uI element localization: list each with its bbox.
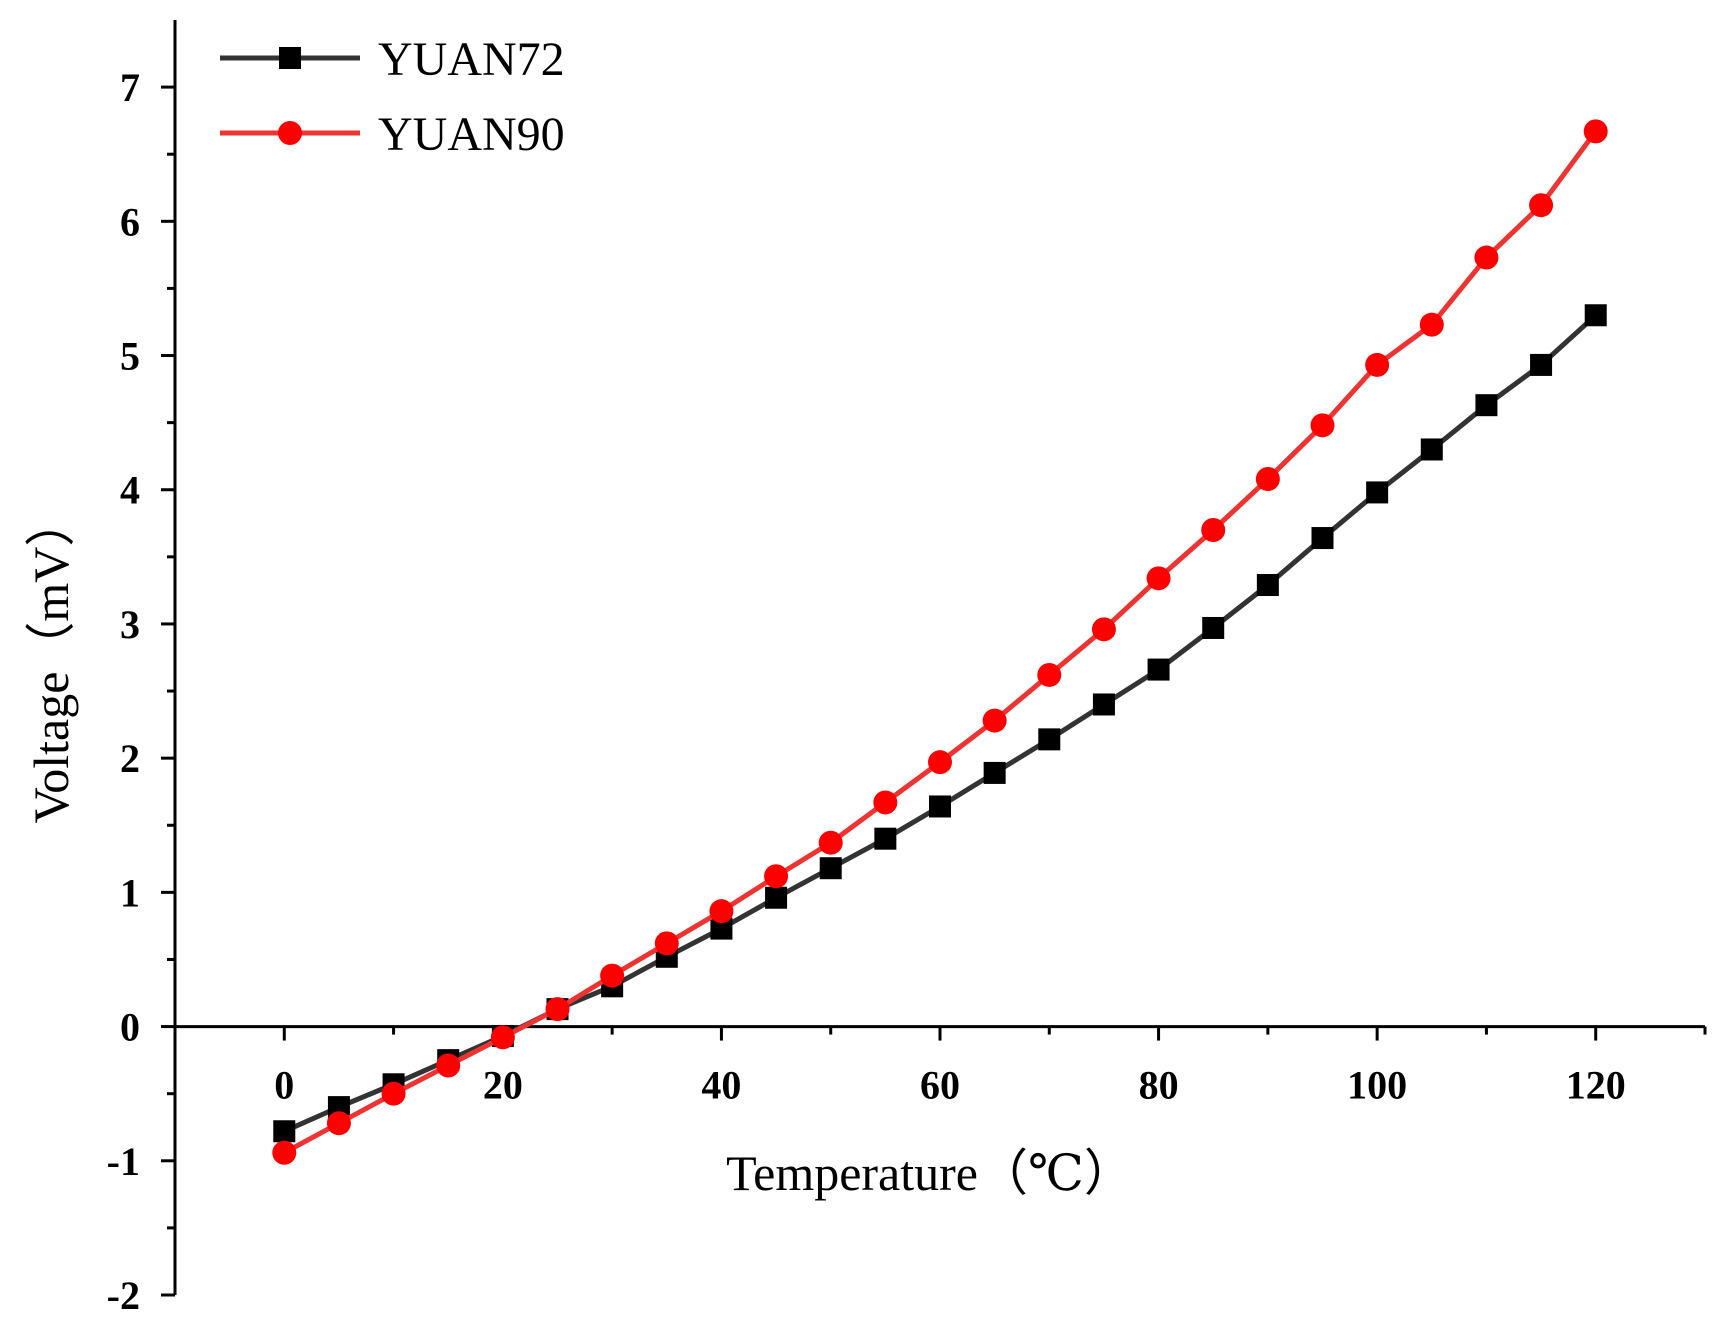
- legend-marker: [278, 121, 302, 145]
- data-point: [873, 790, 898, 815]
- data-point: [765, 886, 788, 909]
- data-point: [1419, 312, 1444, 337]
- data-point: [436, 1053, 461, 1078]
- series-yuan72: [273, 304, 1607, 1143]
- legend-label: YUAN72: [378, 33, 565, 86]
- data-point: [709, 899, 734, 924]
- y-tick-label: 2: [120, 736, 140, 781]
- data-point: [819, 857, 842, 880]
- y-tick-label: -1: [107, 1139, 140, 1184]
- data-point: [1037, 662, 1062, 687]
- series-yuan90: [272, 119, 1608, 1165]
- data-point: [874, 827, 897, 850]
- y-tick-label: 3: [120, 602, 140, 647]
- data-point: [1420, 438, 1443, 461]
- data-point: [1147, 658, 1170, 681]
- x-tick-label: 0: [274, 1063, 294, 1108]
- plot-area: [272, 119, 1608, 1165]
- data-point: [381, 1081, 406, 1106]
- legend-marker: [279, 47, 301, 69]
- y-tick-label: 7: [120, 65, 140, 110]
- data-point: [326, 1111, 351, 1136]
- data-point: [1038, 728, 1061, 751]
- data-point: [1311, 527, 1334, 550]
- legend-entry-yuan90: YUAN90: [220, 108, 565, 161]
- y-tick-label: 4: [120, 468, 140, 513]
- x-axis-title: Temperature（℃）: [726, 1145, 1134, 1201]
- data-point: [1365, 352, 1390, 377]
- x-tick-label: 40: [701, 1063, 741, 1108]
- y-tick-label: 1: [120, 870, 140, 915]
- legend: YUAN72 YUAN90: [220, 33, 565, 161]
- data-point: [1256, 574, 1279, 597]
- data-point: [600, 963, 625, 988]
- x-tick-label: 80: [1139, 1063, 1179, 1108]
- series-line: [283, 129, 1598, 1155]
- y-tick-label: 0: [120, 1005, 140, 1050]
- axes: -2 -1 0 1 2 3 4 5 6 7 0 20 40 60 80 100 120: [107, 20, 1707, 1318]
- legend-label: YUAN90: [378, 108, 565, 161]
- data-point: [764, 864, 789, 889]
- data-point: [982, 708, 1007, 733]
- data-point: [1091, 617, 1116, 642]
- data-point: [272, 1140, 297, 1165]
- data-point: [1201, 518, 1226, 542]
- data-point: [1584, 304, 1607, 327]
- data-point: [1366, 481, 1389, 504]
- data-point: [1583, 119, 1608, 144]
- data-point: [928, 750, 952, 775]
- data-point: [1529, 193, 1554, 218]
- series-line: [283, 313, 1598, 1134]
- data-point: [1475, 394, 1498, 417]
- data-point: [710, 917, 733, 940]
- data-point: [1092, 693, 1115, 716]
- data-point: [654, 931, 679, 956]
- data-point: [1146, 566, 1171, 591]
- data-point: [983, 761, 1006, 784]
- data-point: [490, 1025, 515, 1050]
- x-tick-label: 20: [483, 1063, 523, 1108]
- y-tick-label: 6: [120, 199, 140, 244]
- data-point: [1530, 353, 1553, 376]
- y-axis-title: Voltage（mV）: [23, 497, 79, 824]
- data-point: [818, 830, 843, 855]
- data-point: [1202, 616, 1225, 639]
- data-point: [1474, 245, 1499, 270]
- data-point: [929, 795, 951, 818]
- data-point: [545, 997, 570, 1022]
- y-tick-label: 5: [120, 334, 140, 379]
- data-point: [273, 1120, 296, 1143]
- y-tick-label: -2: [107, 1273, 140, 1318]
- legend-entry-yuan72: YUAN72: [220, 33, 565, 86]
- data-point: [1255, 467, 1280, 491]
- x-tick-label: 60: [920, 1063, 960, 1108]
- x-tick-label: 100: [1347, 1063, 1407, 1108]
- data-point: [1310, 413, 1335, 438]
- x-tick-label: 120: [1566, 1063, 1626, 1108]
